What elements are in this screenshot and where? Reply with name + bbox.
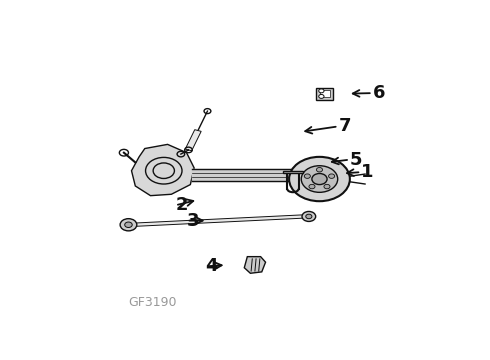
Circle shape xyxy=(125,222,132,228)
Circle shape xyxy=(324,184,330,189)
Circle shape xyxy=(312,174,327,185)
Polygon shape xyxy=(131,144,194,195)
Circle shape xyxy=(317,167,322,172)
Circle shape xyxy=(289,157,350,201)
Polygon shape xyxy=(245,257,266,273)
Polygon shape xyxy=(185,130,201,151)
Polygon shape xyxy=(133,215,304,226)
FancyBboxPatch shape xyxy=(320,90,330,97)
Circle shape xyxy=(309,184,315,189)
Circle shape xyxy=(301,166,338,192)
Circle shape xyxy=(318,89,324,93)
FancyBboxPatch shape xyxy=(283,171,303,174)
Circle shape xyxy=(318,94,324,98)
Circle shape xyxy=(304,174,310,178)
FancyBboxPatch shape xyxy=(316,87,333,100)
Circle shape xyxy=(120,219,137,231)
Circle shape xyxy=(302,211,316,221)
Text: 5: 5 xyxy=(350,150,363,168)
Circle shape xyxy=(306,214,312,219)
Text: GF3190: GF3190 xyxy=(128,296,176,309)
Text: 3: 3 xyxy=(187,212,199,230)
Text: 6: 6 xyxy=(372,84,385,102)
Text: 4: 4 xyxy=(206,257,218,275)
Text: 1: 1 xyxy=(361,163,374,181)
Circle shape xyxy=(329,174,335,178)
Text: 2: 2 xyxy=(175,196,188,214)
Text: 7: 7 xyxy=(339,117,351,135)
